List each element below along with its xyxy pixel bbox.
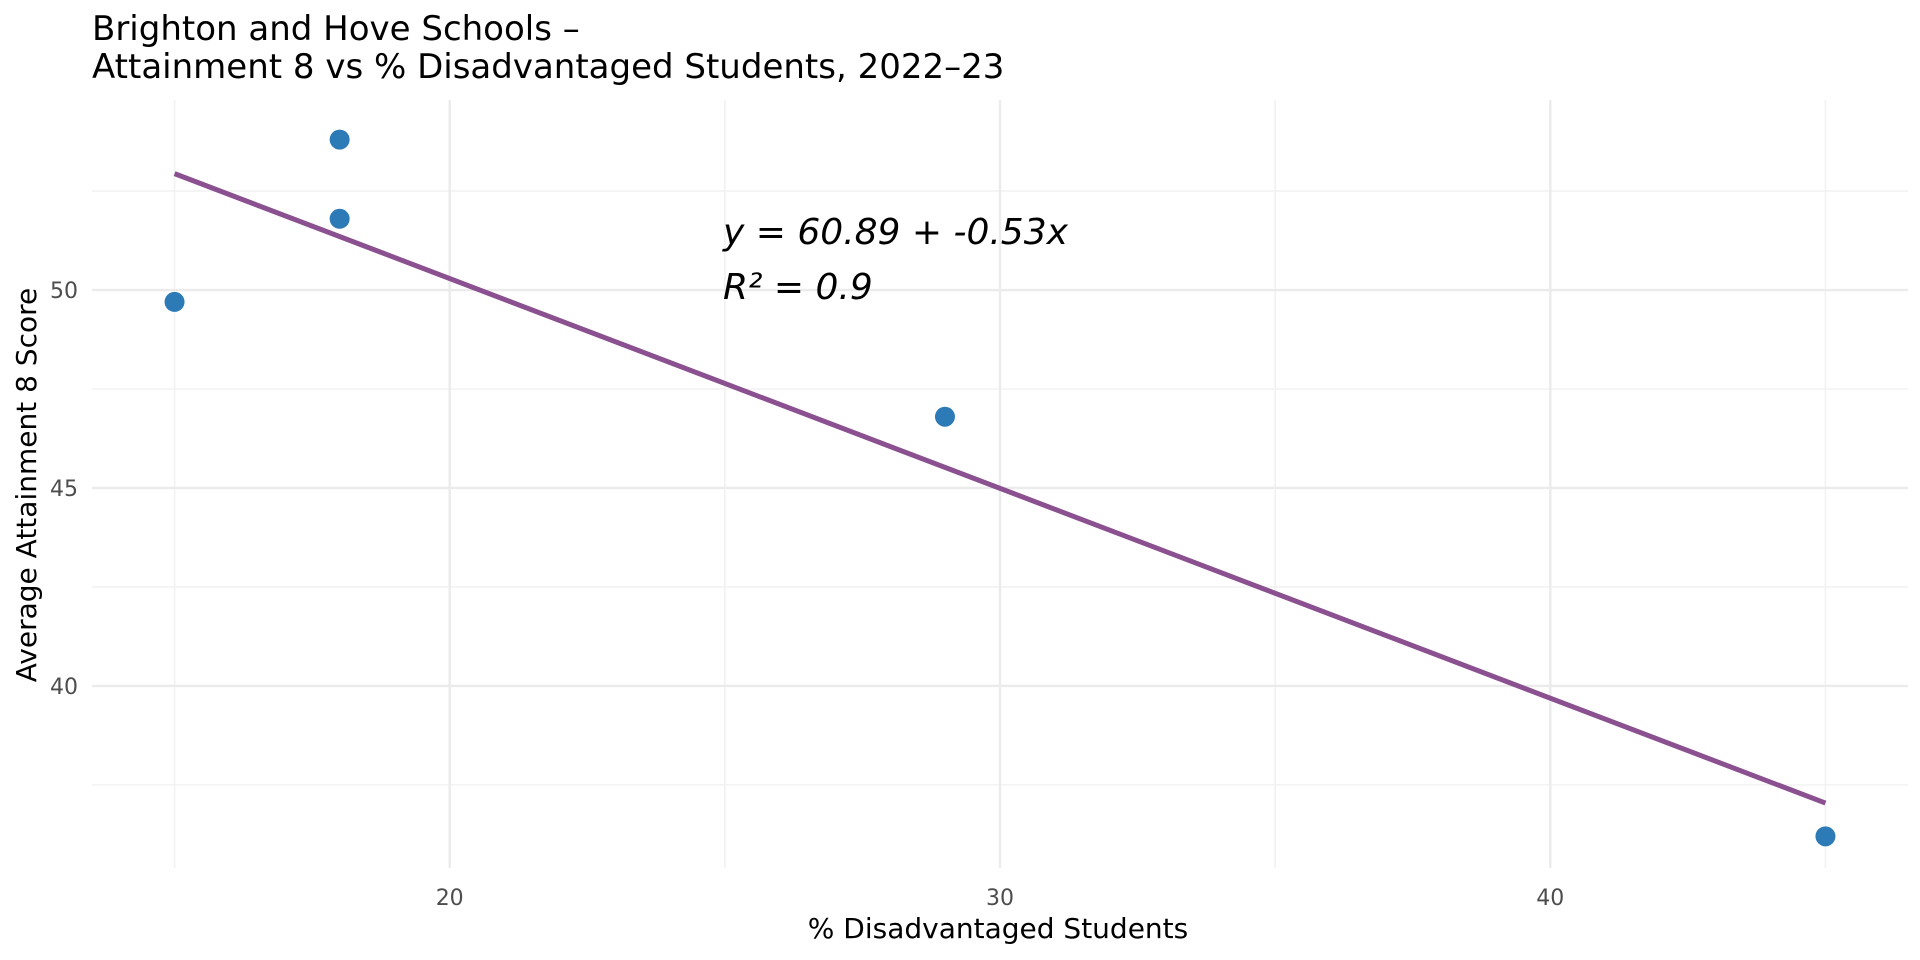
- data-point: [329, 129, 350, 150]
- r-squared-label: R² = 0.9: [723, 267, 873, 308]
- y-tick-label: 40: [50, 675, 78, 700]
- data-point: [329, 208, 350, 229]
- chart-title: Brighton and Hove Schools –: [92, 9, 580, 49]
- data-points: [164, 129, 1836, 847]
- regression-line: [173, 171, 1827, 806]
- y-axis-title: Average Attainment 8 Score: [10, 288, 43, 682]
- chart-subtitle: Attainment 8 vs % Disadvantaged Students…: [92, 47, 1004, 87]
- y-tick-label: 45: [50, 477, 78, 502]
- x-tick-label: 20: [436, 886, 464, 911]
- data-point: [164, 291, 185, 312]
- x-axis-title: % Disadvantaged Students: [808, 912, 1188, 945]
- x-tick-label: 40: [1536, 886, 1564, 911]
- x-tick-label: 30: [986, 886, 1014, 911]
- data-point: [934, 406, 955, 427]
- regression-equation: y = 60.89 + -0.53x: [722, 212, 1069, 253]
- x-axis-ticks: 20 30 40: [436, 886, 1565, 911]
- y-tick-label: 50: [50, 279, 78, 304]
- data-point: [1815, 826, 1836, 847]
- y-axis-ticks: 40 45 50: [50, 279, 78, 700]
- regression-line-group: [173, 171, 1827, 806]
